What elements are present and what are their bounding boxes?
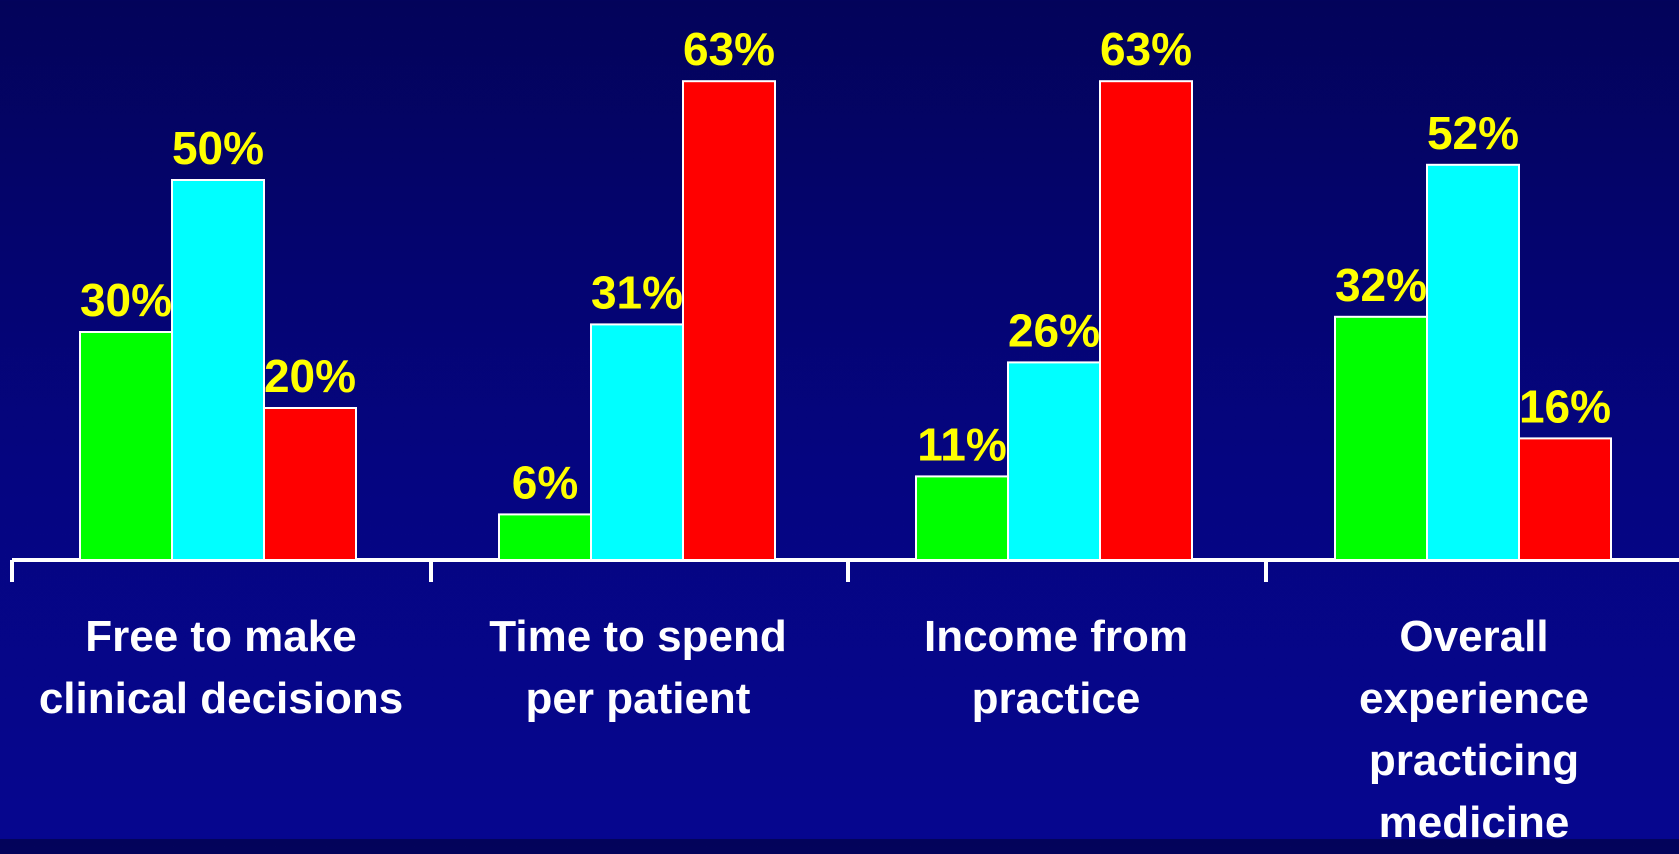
bar-value-label: 20%	[264, 350, 356, 402]
bar	[79, 331, 173, 561]
bar	[590, 323, 684, 561]
bar	[915, 475, 1009, 561]
bar	[1007, 361, 1101, 561]
category-label-free-to-make-clinical-decisions: Free to make clinical decisions	[38, 612, 404, 723]
bar-value-label: 31%	[591, 266, 683, 318]
bar	[1518, 437, 1612, 561]
bar	[1334, 315, 1428, 561]
bar	[1099, 80, 1193, 561]
bar	[498, 513, 592, 562]
bar-value-label: 26%	[1008, 304, 1100, 356]
bar	[682, 80, 776, 561]
bar-value-label: 32%	[1335, 259, 1427, 311]
bar	[171, 179, 265, 561]
bar-value-label: 6%	[512, 456, 578, 508]
bar-value-label: 30%	[80, 274, 172, 326]
category-label-time-to-spend-per-patient: Time to spend per patient	[489, 612, 787, 723]
bar-value-label: 16%	[1519, 380, 1611, 432]
category-label-overall-experience-practicing-medicine: Overall experience practicing medicine	[1359, 612, 1589, 847]
bar-value-label: 63%	[1100, 23, 1192, 75]
bar-value-label: 52%	[1427, 107, 1519, 159]
bar	[1426, 163, 1520, 562]
category-label-income-from-practice: Income from practice	[923, 612, 1189, 723]
bar-value-label: 63%	[683, 23, 775, 75]
bar-value-label: 11%	[917, 418, 1007, 470]
bar	[263, 407, 357, 561]
bar-value-label: 50%	[172, 122, 264, 174]
